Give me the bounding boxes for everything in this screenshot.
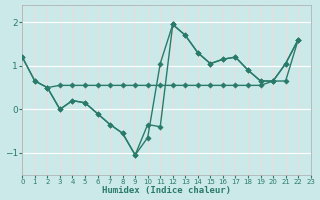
X-axis label: Humidex (Indice chaleur): Humidex (Indice chaleur) [102, 186, 231, 195]
